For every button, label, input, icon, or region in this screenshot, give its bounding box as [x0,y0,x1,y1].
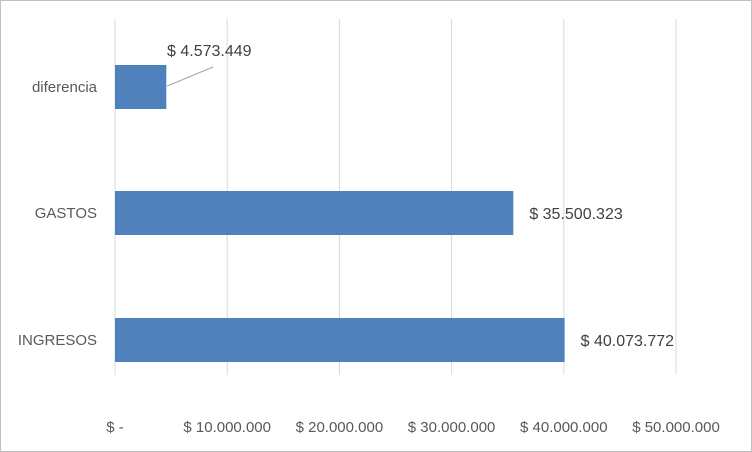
data-label: $ 35.500.323 [529,206,623,223]
category-labels: INGRESOS GASTOS diferencia [18,79,98,349]
bar-diferencia [115,65,167,109]
x-axis-tick-labels: $ - $ 10.000.000 $ 20.000.000 $ 30.000.000 $… [106,419,720,436]
category-label: diferencia [32,79,98,96]
bars [115,65,565,362]
x-tick-label: $ 10.000.000 [183,419,271,436]
category-label: INGRESOS [18,332,97,349]
x-tick-label: $ 30.000.000 [408,419,496,436]
data-labels: $ 40.073.772 $ 35.500.323 $ 4.573.449 [167,43,674,350]
x-tick-label: $ 40.000.000 [520,419,608,436]
x-tick-label: $ - [106,419,124,436]
category-label: GASTOS [35,205,97,222]
bar-gastos [115,191,514,235]
x-tick-label: $ 20.000.000 [296,419,384,436]
x-tick-label: $ 50.000.000 [632,419,720,436]
data-label: $ 4.573.449 [167,43,252,60]
leader-line [167,66,214,87]
data-label: $ 40.073.772 [581,333,675,350]
bar-ingresos [115,318,565,362]
